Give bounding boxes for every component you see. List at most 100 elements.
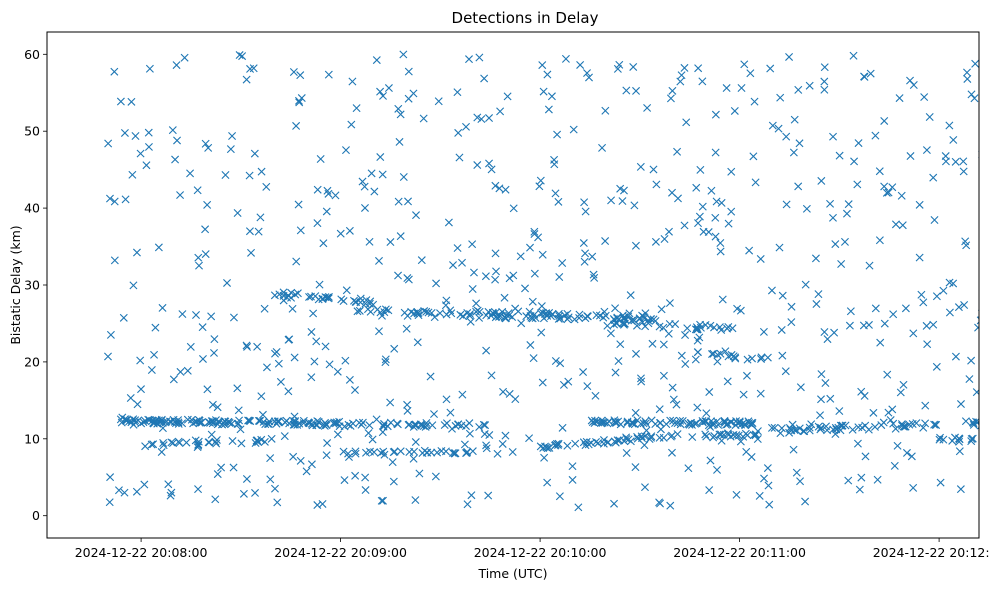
data-point	[239, 489, 248, 498]
x-tick-label: 2024-12-22 20:11:00	[673, 545, 806, 560]
data-point	[692, 183, 701, 192]
data-point	[680, 221, 689, 230]
data-point	[601, 237, 610, 246]
data-point	[576, 60, 585, 69]
data-point	[951, 433, 959, 442]
data-point	[289, 68, 298, 76]
data-point	[257, 167, 266, 176]
data-point	[922, 321, 931, 330]
data-point	[723, 377, 732, 386]
data-point	[717, 326, 726, 335]
data-point	[351, 386, 359, 395]
data-point	[632, 349, 640, 358]
data-point	[836, 426, 845, 435]
data-point	[498, 439, 507, 448]
data-point	[352, 104, 361, 113]
y-tick-label: 20	[24, 354, 40, 369]
data-point	[719, 430, 728, 439]
data-point	[871, 422, 879, 431]
data-point	[581, 249, 590, 258]
data-point	[289, 452, 298, 461]
data-point	[186, 342, 195, 351]
data-point	[368, 435, 377, 444]
data-point	[591, 416, 600, 425]
data-point	[496, 107, 505, 116]
data-point	[323, 439, 332, 448]
data-point	[390, 344, 399, 353]
data-point	[826, 199, 835, 208]
data-point	[174, 418, 183, 427]
data-point	[147, 365, 156, 374]
data-point	[403, 400, 412, 409]
data-point	[106, 473, 115, 482]
data-point	[630, 201, 639, 210]
data-point	[871, 131, 880, 140]
data-point	[902, 448, 911, 457]
data-point	[148, 416, 157, 425]
data-point	[731, 353, 740, 362]
data-point	[737, 84, 746, 92]
data-point	[279, 288, 288, 297]
data-point	[466, 310, 475, 319]
data-point	[716, 247, 725, 256]
data-point	[622, 448, 631, 457]
data-point	[318, 499, 327, 508]
data-point	[631, 408, 640, 417]
data-point	[671, 320, 680, 329]
data-point	[237, 439, 246, 448]
data-point	[228, 437, 237, 446]
data-point	[399, 172, 408, 181]
data-point	[820, 85, 829, 94]
data-point	[413, 338, 422, 347]
data-point	[501, 431, 510, 440]
data-point	[137, 385, 145, 394]
data-point	[659, 371, 668, 380]
data-point	[641, 483, 649, 492]
data-point	[147, 440, 156, 449]
data-point	[104, 352, 112, 361]
data-point	[724, 429, 732, 438]
data-point	[105, 498, 114, 507]
data-point	[647, 433, 656, 442]
data-point	[844, 476, 853, 485]
data-point	[245, 171, 254, 180]
data-point	[402, 324, 411, 333]
data-point	[495, 184, 504, 193]
data-point	[731, 354, 740, 363]
data-point	[539, 87, 548, 96]
data-point	[120, 488, 129, 497]
data-point	[969, 420, 978, 429]
data-point	[696, 323, 705, 332]
data-point	[764, 481, 773, 490]
data-point	[575, 313, 584, 322]
data-point	[365, 237, 374, 246]
data-point	[659, 340, 668, 349]
data-point	[899, 380, 908, 389]
data-point	[274, 359, 283, 368]
data-point	[228, 132, 237, 141]
data-point	[693, 336, 702, 345]
data-point	[362, 296, 371, 305]
data-point	[828, 213, 837, 222]
data-point	[405, 448, 414, 456]
data-point	[632, 86, 641, 95]
data-point	[954, 303, 963, 312]
data-point	[757, 353, 766, 362]
data-point	[570, 315, 579, 324]
data-point	[890, 461, 899, 470]
data-point	[664, 227, 673, 236]
data-point	[183, 366, 192, 375]
data-point	[238, 52, 247, 61]
data-point	[897, 420, 906, 429]
data-point	[389, 477, 398, 486]
data-point	[695, 212, 704, 221]
data-point	[722, 84, 731, 93]
data-point	[556, 314, 565, 323]
data-point	[861, 452, 870, 461]
data-point	[805, 423, 814, 432]
data-point	[537, 328, 546, 337]
data-point	[424, 308, 433, 317]
data-point	[436, 309, 444, 318]
data-point	[384, 306, 393, 315]
data-point	[375, 256, 383, 265]
